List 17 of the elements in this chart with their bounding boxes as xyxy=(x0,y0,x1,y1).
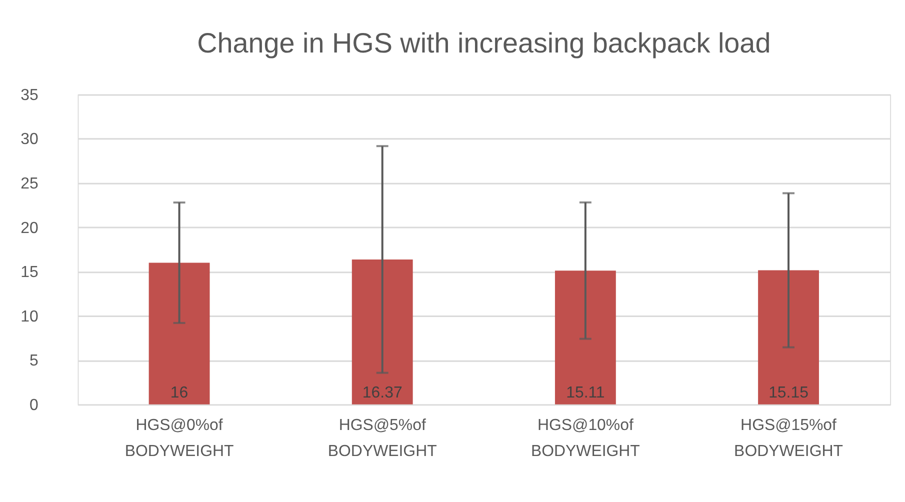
x-tick-label: HGS@0%of BODYWEIGHT xyxy=(124,416,234,460)
y-tick-label: 15 xyxy=(20,264,38,282)
y-tick-label: 20 xyxy=(20,220,38,237)
y-tick-label: 35 xyxy=(20,86,38,104)
y-tick-label: 5 xyxy=(30,352,38,370)
x-tick-label: HGS@10%of BODYWEIGHT xyxy=(530,416,640,460)
chart-title: Change in HGS with increasing backpack load xyxy=(197,28,771,59)
data-label: 15.11 xyxy=(566,384,605,402)
x-tick-label: HGS@15%of BODYWEIGHT xyxy=(734,416,844,460)
data-label: 16.37 xyxy=(362,384,402,402)
data-label: 16 xyxy=(170,384,188,402)
y-tick-label: 30 xyxy=(20,131,38,148)
data-label: 15.15 xyxy=(768,384,809,402)
y-tick-label: 25 xyxy=(20,176,38,193)
y-tick-label: 10 xyxy=(20,308,38,326)
y-tick-label: 0 xyxy=(30,396,38,414)
x-tick-label: HGS@5%of BODYWEIGHT xyxy=(328,416,438,460)
